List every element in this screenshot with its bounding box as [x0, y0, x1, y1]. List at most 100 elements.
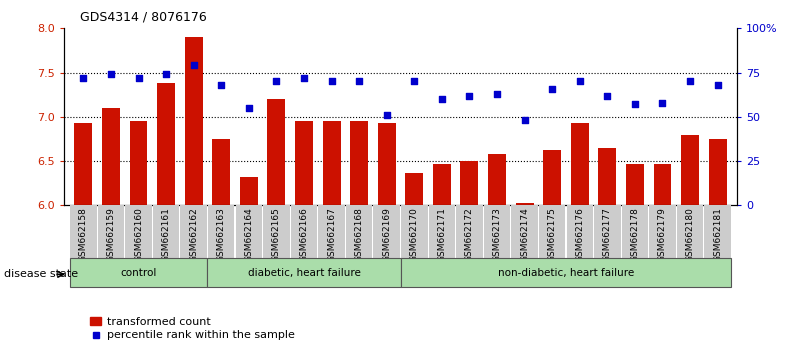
Bar — [405, 173, 423, 205]
Text: GSM662178: GSM662178 — [630, 207, 639, 262]
FancyBboxPatch shape — [373, 205, 400, 258]
Text: GSM662175: GSM662175 — [548, 207, 557, 262]
Text: GSM662168: GSM662168 — [355, 207, 364, 262]
Point — [132, 75, 145, 81]
Text: disease state: disease state — [4, 269, 78, 279]
Text: GSM662160: GSM662160 — [134, 207, 143, 262]
Point — [545, 86, 558, 91]
Bar — [516, 202, 533, 205]
Bar — [654, 164, 671, 205]
FancyBboxPatch shape — [208, 205, 235, 258]
Bar — [681, 135, 699, 205]
Text: control: control — [120, 268, 157, 278]
FancyBboxPatch shape — [457, 205, 483, 258]
Text: diabetic, heart failure: diabetic, heart failure — [248, 268, 360, 278]
FancyBboxPatch shape — [622, 205, 648, 258]
Point — [683, 79, 696, 84]
FancyBboxPatch shape — [207, 258, 400, 287]
FancyBboxPatch shape — [264, 205, 290, 258]
Point — [574, 79, 586, 84]
FancyBboxPatch shape — [125, 205, 151, 258]
FancyBboxPatch shape — [511, 205, 537, 258]
Text: GSM662172: GSM662172 — [465, 207, 474, 262]
Bar — [185, 37, 203, 205]
Bar — [461, 161, 478, 205]
Text: GSM662177: GSM662177 — [603, 207, 612, 262]
Point — [629, 102, 642, 107]
Text: GSM662167: GSM662167 — [327, 207, 336, 262]
Bar — [295, 121, 313, 205]
Bar — [543, 150, 562, 205]
Text: GSM662166: GSM662166 — [300, 207, 308, 262]
Point — [325, 79, 338, 84]
Text: GSM662174: GSM662174 — [520, 207, 529, 262]
Bar — [433, 164, 451, 205]
Bar — [323, 121, 340, 205]
Bar — [212, 139, 230, 205]
Point — [436, 96, 449, 102]
Text: GSM662162: GSM662162 — [189, 207, 198, 262]
Text: GSM662170: GSM662170 — [410, 207, 419, 262]
Text: GSM662171: GSM662171 — [437, 207, 446, 262]
Text: GSM662165: GSM662165 — [272, 207, 281, 262]
Bar — [350, 121, 368, 205]
Point — [380, 112, 393, 118]
FancyBboxPatch shape — [566, 205, 593, 258]
Text: GSM662169: GSM662169 — [382, 207, 391, 262]
Point — [601, 93, 614, 98]
Point — [352, 79, 365, 84]
Point — [490, 91, 503, 97]
Point — [298, 75, 311, 81]
FancyBboxPatch shape — [401, 205, 428, 258]
FancyBboxPatch shape — [291, 205, 317, 258]
FancyBboxPatch shape — [180, 205, 207, 258]
Point — [270, 79, 283, 84]
FancyBboxPatch shape — [539, 205, 566, 258]
Point — [711, 82, 724, 88]
Bar — [626, 164, 644, 205]
FancyBboxPatch shape — [346, 205, 372, 258]
Text: GSM662164: GSM662164 — [244, 207, 253, 262]
Text: GSM662158: GSM662158 — [78, 207, 88, 262]
Point — [215, 82, 227, 88]
Bar — [488, 154, 506, 205]
Point — [187, 63, 200, 68]
Bar — [157, 83, 175, 205]
Text: GSM662163: GSM662163 — [217, 207, 226, 262]
FancyBboxPatch shape — [677, 205, 703, 258]
FancyBboxPatch shape — [70, 258, 207, 287]
Bar — [598, 148, 616, 205]
FancyBboxPatch shape — [70, 205, 97, 258]
Bar — [709, 139, 727, 205]
Point — [159, 72, 172, 77]
FancyBboxPatch shape — [650, 205, 676, 258]
FancyBboxPatch shape — [318, 205, 344, 258]
FancyBboxPatch shape — [235, 205, 262, 258]
Point — [243, 105, 256, 111]
FancyBboxPatch shape — [484, 205, 510, 258]
Point — [518, 118, 531, 123]
Point — [408, 79, 421, 84]
Point — [105, 72, 118, 77]
Text: GSM662181: GSM662181 — [713, 207, 723, 262]
Text: non-diabetic, heart failure: non-diabetic, heart failure — [498, 268, 634, 278]
Text: GSM662161: GSM662161 — [162, 207, 171, 262]
FancyBboxPatch shape — [429, 205, 455, 258]
Text: GDS4314 / 8076176: GDS4314 / 8076176 — [80, 11, 207, 24]
Bar — [571, 123, 589, 205]
Bar — [268, 99, 285, 205]
Bar — [130, 121, 147, 205]
Bar — [102, 108, 120, 205]
Point — [656, 100, 669, 105]
Bar — [74, 123, 92, 205]
Text: GSM662176: GSM662176 — [575, 207, 584, 262]
Bar — [239, 177, 258, 205]
FancyBboxPatch shape — [704, 205, 731, 258]
Text: GSM662159: GSM662159 — [107, 207, 115, 262]
Point — [77, 75, 90, 81]
Point — [463, 93, 476, 98]
FancyBboxPatch shape — [153, 205, 179, 258]
FancyBboxPatch shape — [400, 258, 731, 287]
FancyBboxPatch shape — [98, 205, 124, 258]
FancyBboxPatch shape — [594, 205, 621, 258]
